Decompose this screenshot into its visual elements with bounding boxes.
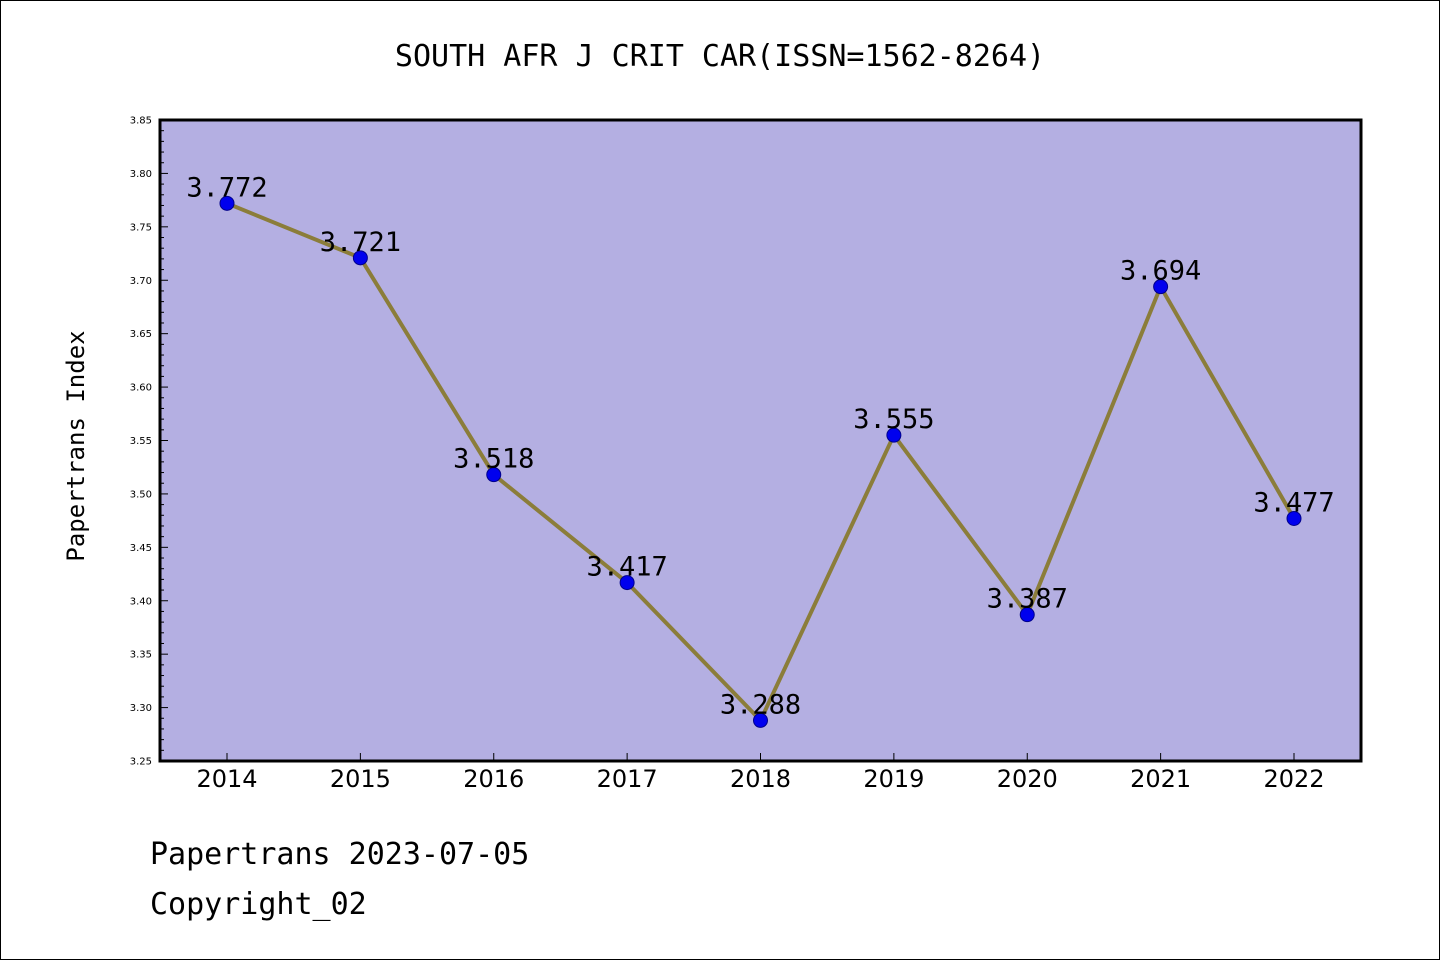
footer-copyright: Copyright_02 (150, 887, 367, 922)
data-label: 3.721 (320, 227, 401, 258)
x-tick-label: 2017 (597, 765, 658, 793)
data-point (886, 427, 902, 443)
y-axis-label: Papertrans Index (62, 330, 90, 561)
y-tick-label: 3.70 (130, 276, 152, 287)
footer-date: Papertrans 2023-07-05 (150, 837, 529, 872)
y-tick-label: 3.85 (130, 116, 152, 127)
plot-area (160, 120, 1361, 761)
data-label: 3.772 (186, 172, 267, 203)
y-tick-label: 3.60 (130, 383, 152, 394)
x-tick-label: 2014 (196, 765, 257, 793)
x-tick-label: 2022 (1263, 765, 1324, 793)
x-tick-label: 2019 (863, 765, 924, 793)
x-tick-label: 2020 (997, 765, 1058, 793)
x-tick-label: 2018 (730, 765, 791, 793)
y-tick-label: 3.80 (130, 169, 152, 180)
y-tick-label: 3.30 (130, 703, 152, 714)
data-label: 3.288 (720, 689, 801, 720)
y-tick-label: 3.45 (130, 543, 152, 554)
data-point (1019, 607, 1035, 623)
data-label: 3.477 (1253, 487, 1334, 518)
data-point (1286, 510, 1302, 526)
data-point (753, 712, 768, 728)
data-label: 3.518 (453, 444, 534, 475)
data-point (619, 575, 635, 591)
y-tick-label: 3.55 (130, 436, 152, 447)
data-point (1153, 279, 1169, 295)
data-labels: 3.772 3.721 3.518 3.417 3.288 3.555 3.387 3.694… (186, 172, 1334, 720)
y-tick-label: 3.50 (130, 489, 152, 500)
y-tick-label: 3.65 (130, 329, 152, 340)
data-label: 3.417 (586, 552, 667, 583)
y-tick-label: 3.40 (130, 596, 152, 607)
chart-title: SOUTH AFR J CRIT CAR(ISSN=1562-8264) (395, 39, 1045, 74)
data-label: 3.694 (1120, 256, 1201, 287)
data-label: 3.387 (987, 584, 1068, 615)
data-point (352, 250, 368, 266)
y-tick-label: 3.75 (130, 222, 152, 233)
data-label: 3.555 (853, 404, 934, 435)
x-axis: 2014 2015 2016 2017 2018 2019 2020 2021 2022 (196, 753, 1325, 793)
plot-border (158, 118, 1363, 763)
data-series (219, 195, 1302, 728)
x-tick-label: 2021 (1130, 765, 1191, 793)
x-tick-label: 2015 (330, 765, 391, 793)
y-tick-label: 3.25 (130, 757, 152, 768)
y-tick-label: 3.35 (130, 650, 152, 661)
data-point (219, 195, 235, 211)
x-tick-label: 2016 (463, 765, 524, 793)
data-point (486, 467, 502, 483)
